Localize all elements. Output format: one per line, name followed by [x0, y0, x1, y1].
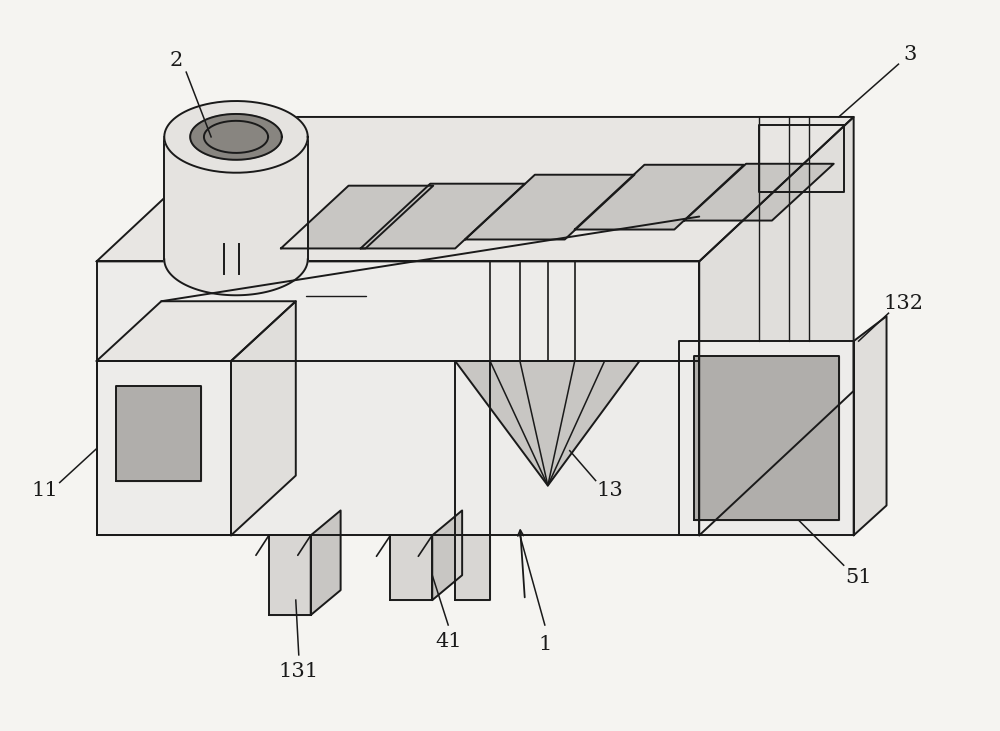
Polygon shape	[97, 301, 296, 361]
Text: 11: 11	[31, 481, 58, 500]
Text: 132: 132	[883, 294, 923, 313]
Text: 131: 131	[279, 662, 319, 681]
Text: 3: 3	[904, 45, 917, 64]
Polygon shape	[97, 361, 231, 535]
Polygon shape	[679, 341, 854, 535]
Polygon shape	[281, 186, 433, 249]
Polygon shape	[190, 114, 282, 160]
Polygon shape	[164, 137, 308, 295]
Polygon shape	[361, 183, 525, 249]
Polygon shape	[390, 535, 432, 600]
Polygon shape	[455, 535, 490, 600]
Polygon shape	[311, 510, 341, 615]
Polygon shape	[694, 356, 839, 520]
Polygon shape	[231, 301, 296, 535]
Text: 1: 1	[538, 635, 552, 654]
Polygon shape	[164, 101, 308, 173]
Text: 51: 51	[845, 568, 872, 587]
Polygon shape	[432, 510, 462, 600]
Polygon shape	[699, 117, 854, 535]
Polygon shape	[455, 361, 639, 485]
Polygon shape	[684, 164, 834, 221]
Text: 2: 2	[170, 50, 183, 69]
Polygon shape	[269, 535, 311, 615]
Polygon shape	[97, 117, 854, 262]
Polygon shape	[854, 317, 887, 535]
Polygon shape	[116, 386, 201, 480]
Polygon shape	[465, 175, 634, 240]
Text: 41: 41	[435, 632, 462, 651]
Polygon shape	[575, 164, 744, 230]
Polygon shape	[97, 262, 699, 535]
Text: 13: 13	[596, 481, 623, 500]
